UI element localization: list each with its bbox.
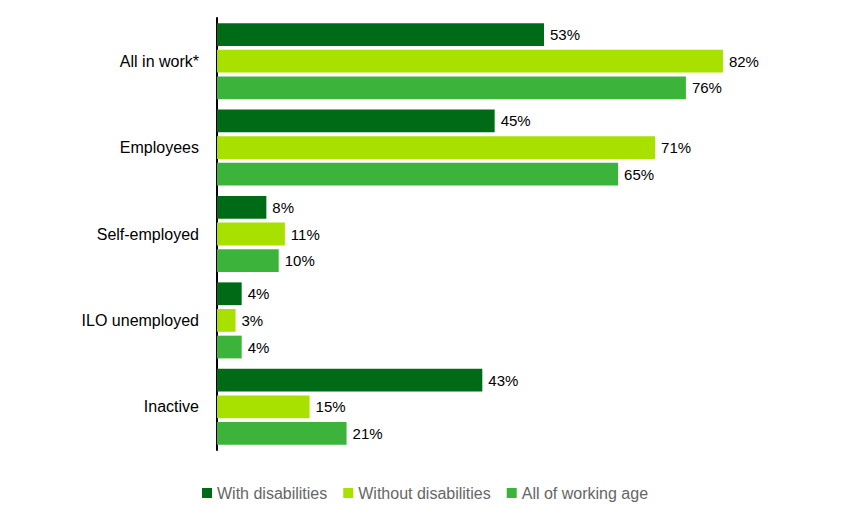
svg-text:53%: 53%: [550, 26, 580, 43]
svg-text:11%: 11%: [291, 226, 320, 243]
svg-text:21%: 21%: [353, 425, 383, 442]
svg-text:71%: 71%: [661, 139, 691, 156]
svg-text:45%: 45%: [501, 112, 531, 129]
svg-text:8%: 8%: [272, 199, 294, 216]
svg-text:82%: 82%: [729, 53, 759, 70]
svg-text:4%: 4%: [248, 339, 270, 356]
svg-text:10%: 10%: [285, 252, 315, 269]
svg-text:Employees: Employees: [120, 139, 199, 156]
svg-text:43%: 43%: [488, 372, 518, 389]
svg-text:Inactive: Inactive: [144, 398, 199, 415]
svg-text:Self-employed: Self-employed: [97, 226, 199, 243]
svg-text:ILO unemployed: ILO unemployed: [82, 312, 199, 329]
svg-text:3%: 3%: [242, 312, 264, 329]
svg-text:65%: 65%: [624, 166, 654, 183]
svg-text:15%: 15%: [316, 398, 346, 415]
svg-text:4%: 4%: [248, 285, 270, 302]
svg-text:76%: 76%: [692, 79, 722, 96]
svg-text:All of working age: All of working age: [522, 485, 648, 502]
svg-text:With disabilities: With disabilities: [217, 485, 327, 502]
svg-text:All in work*: All in work*: [120, 53, 199, 70]
svg-text:Without disabilities: Without disabilities: [358, 485, 491, 502]
